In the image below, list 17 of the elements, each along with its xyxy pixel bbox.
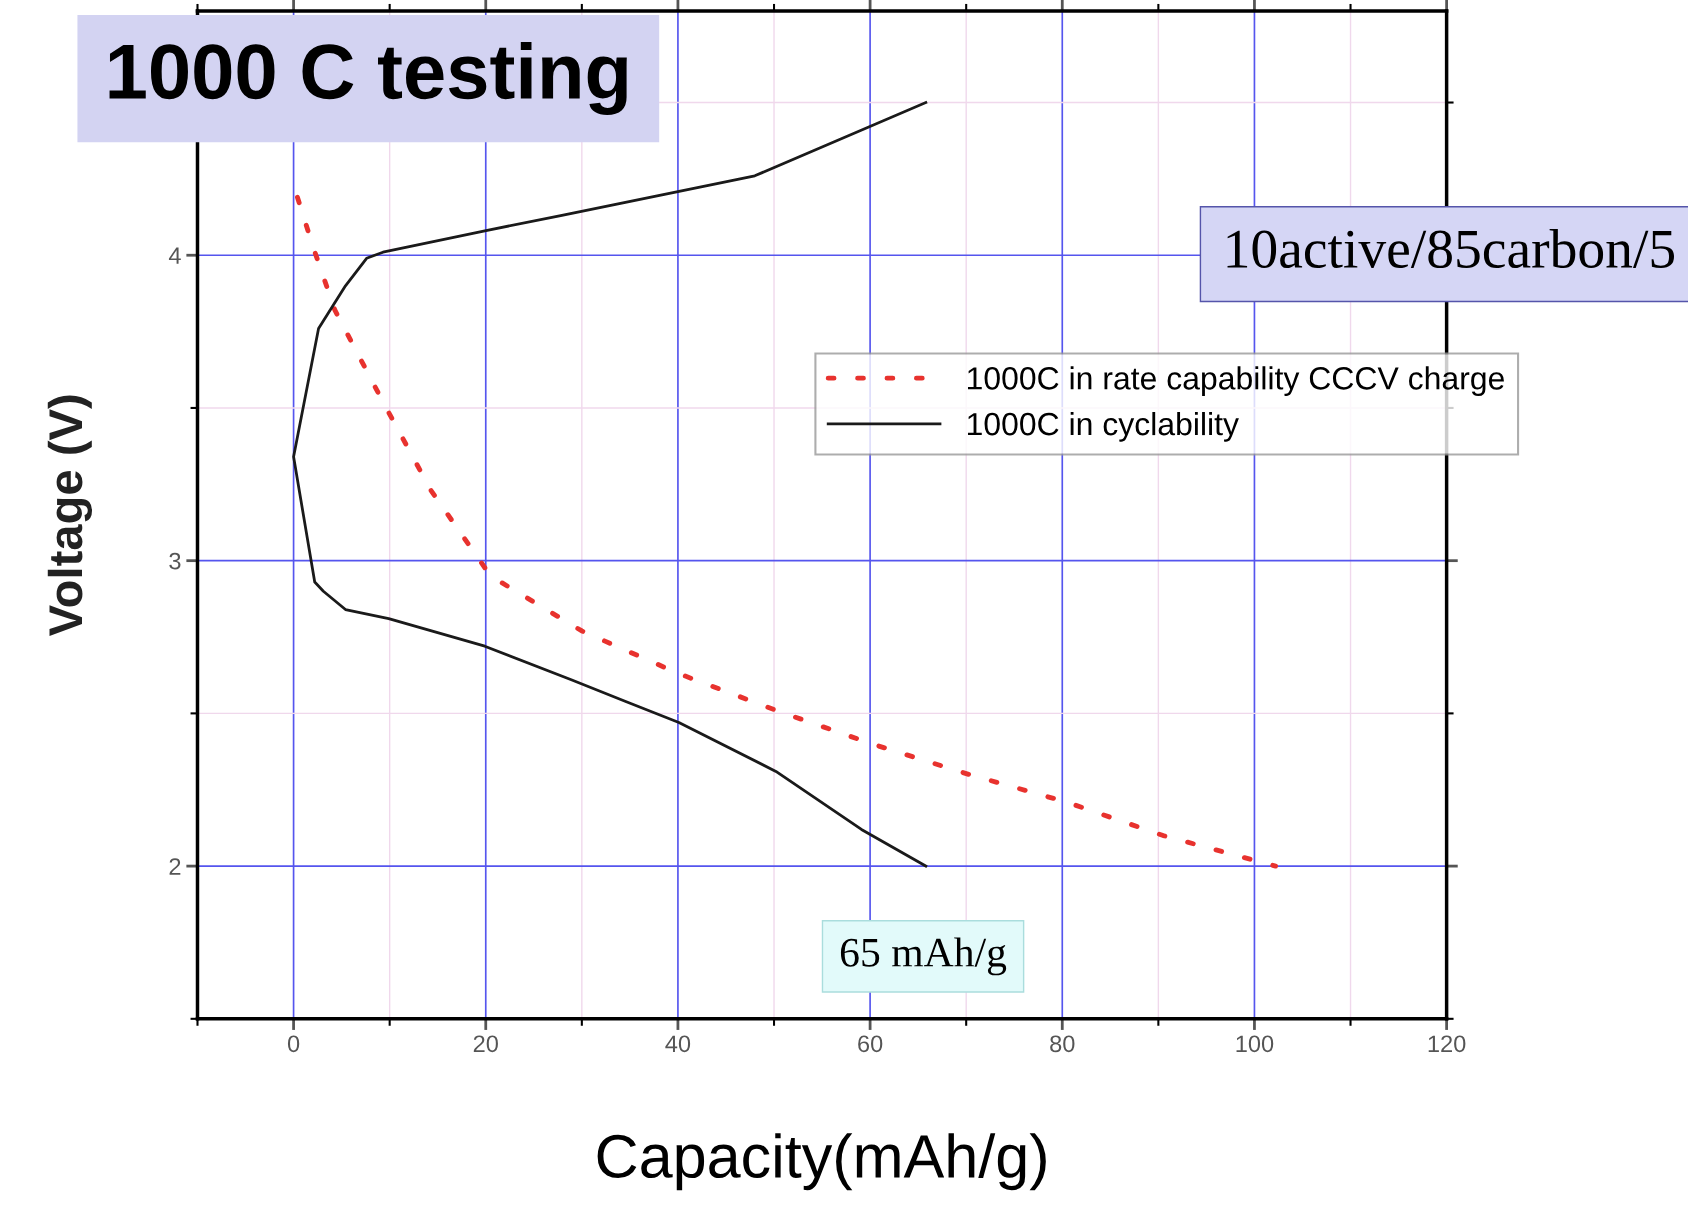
x-tick-label: 20 <box>473 1035 498 1053</box>
chart-title: 1000 C testing <box>109 42 627 115</box>
x-axis-title: Capacity(mAh/g) <box>597 1133 1046 1191</box>
legend-label: 1000C in rate capability CCCV charge <box>967 366 1504 396</box>
y-tick-label: 3 <box>169 552 181 570</box>
x-tick-label: 60 <box>858 1035 883 1053</box>
y-tick-label: 4 <box>168 247 181 264</box>
y-tick-label: 2 <box>169 858 181 875</box>
x-tick-label: 80 <box>1050 1035 1075 1053</box>
legend-label: 1000C in cyclability <box>967 411 1239 442</box>
annotation: 65 mAh/g <box>840 937 1007 976</box>
x-tick-label: 120 <box>1428 1035 1466 1053</box>
x-tick-label: 40 <box>665 1035 691 1053</box>
y-axis-title: Voltage (V) <box>47 395 92 637</box>
x-tick-label: 0 <box>287 1035 300 1053</box>
x-tick-label: 100 <box>1236 1035 1274 1053</box>
annotation: 10active/85carbon/5 <box>1227 228 1674 269</box>
